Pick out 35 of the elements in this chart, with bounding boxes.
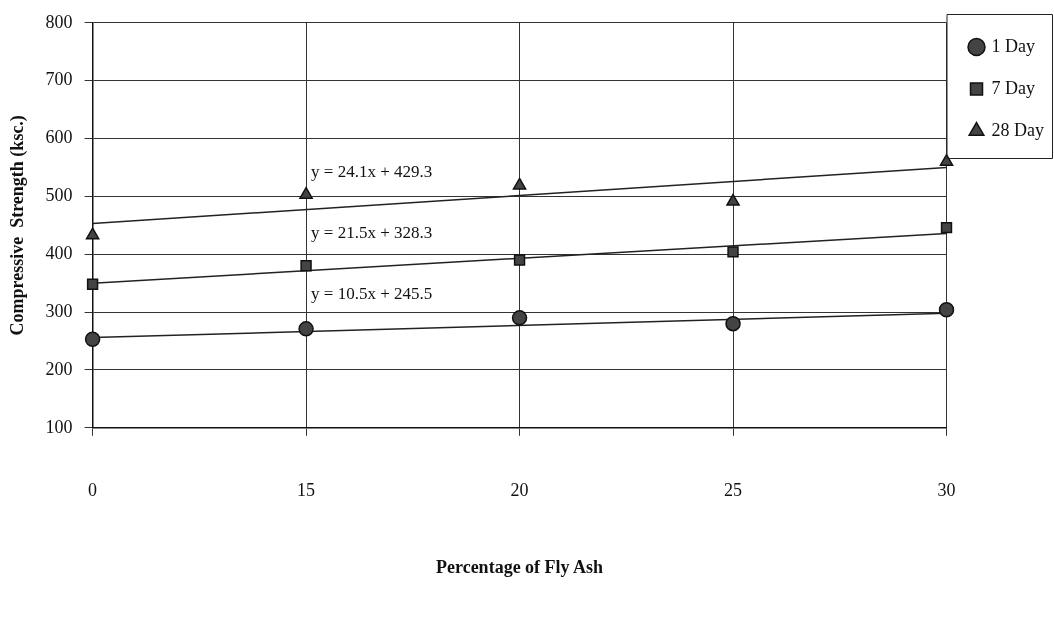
x-tick-label: 25 [724,480,743,501]
point [727,246,739,258]
y-tick-label: 100 [45,416,73,437]
annotation: y = 10.5x + 245.5 [311,284,433,304]
y-tick-label: 400 [45,242,73,263]
x-tick-label: 30 [937,480,956,501]
annotation: y = 21.5x + 328.3 [311,223,433,243]
point [299,186,313,199]
x-tick-label: 20 [510,480,529,501]
point [85,227,100,240]
y-tick-label: 500 [45,185,73,206]
legend-label: 1 Day [991,35,1036,56]
y-axis-title: Compressive Strength (ksc.) [7,115,29,336]
annotation: y = 24.1x + 429.3 [311,162,433,182]
y-tick-label: 200 [45,358,73,379]
legend-label: 7 Day [991,77,1036,98]
point [940,221,953,234]
y-tick-label: 800 [45,11,73,32]
y-tick-label: 300 [45,300,73,321]
point [511,310,528,326]
x-tick-label: 15 [297,480,316,501]
x-axis-title: Percentage of Fly Ash [435,556,604,577]
point [513,254,526,266]
point [298,321,314,337]
point [938,302,955,318]
legend-label: 28 Day [991,119,1045,140]
point [300,260,312,272]
y-tick-label: 600 [45,127,73,148]
point [725,315,741,332]
point [726,193,740,206]
y-tick-label: 700 [45,69,73,90]
x-tick-label: 0 [88,480,98,501]
point [512,177,527,190]
point [86,278,99,291]
point [84,331,101,348]
